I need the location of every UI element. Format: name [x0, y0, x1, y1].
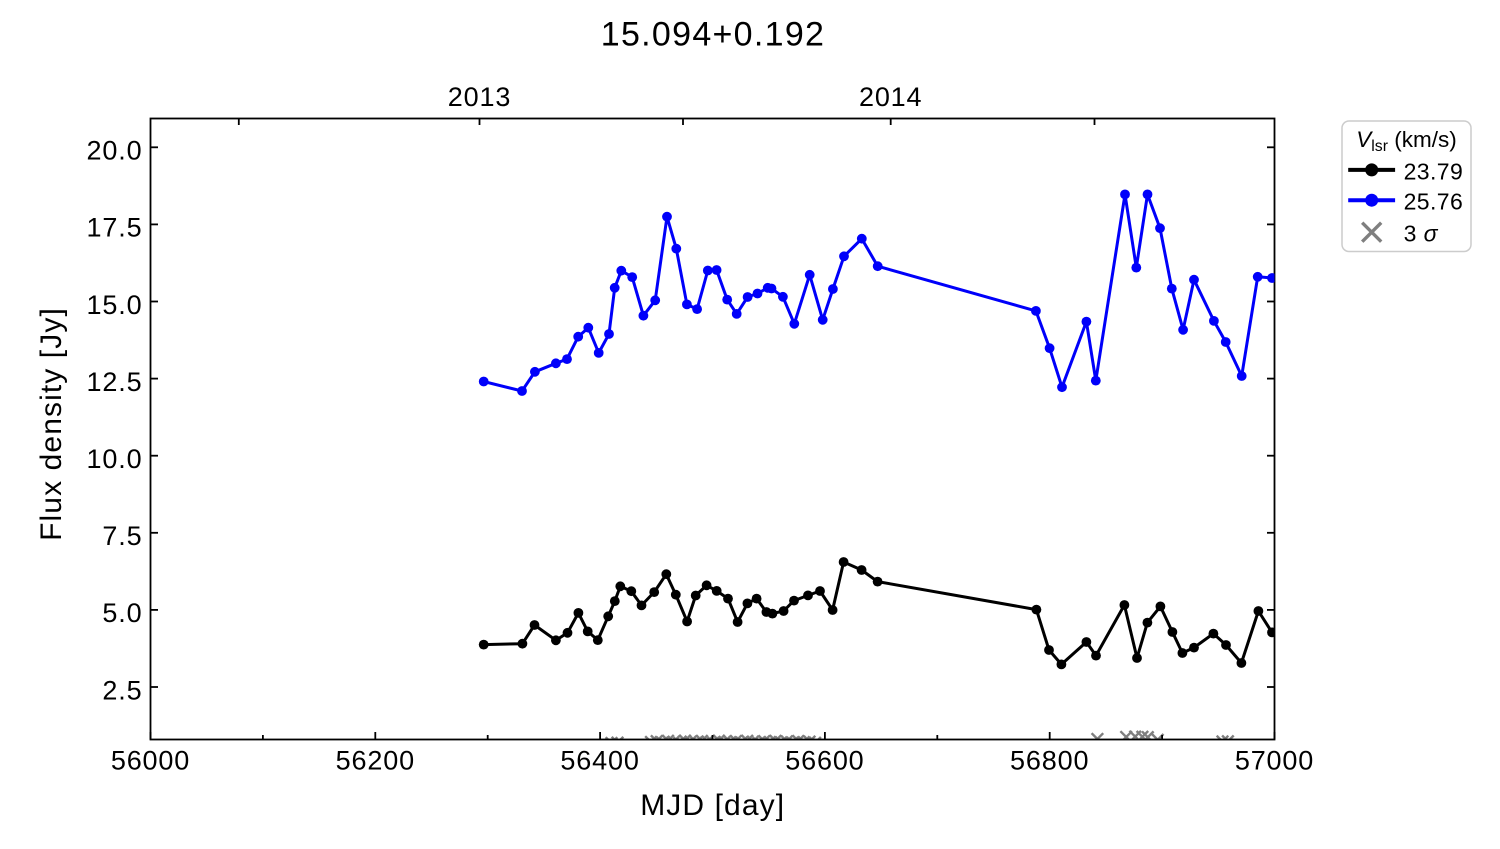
svg-text:56200: 56200 [336, 746, 415, 776]
svg-text:15.0: 15.0 [87, 290, 143, 320]
svg-text:20.0: 20.0 [87, 136, 143, 166]
svg-text:23.79: 23.79 [1404, 158, 1464, 184]
svg-text:10.0: 10.0 [87, 444, 143, 474]
svg-text:7.5: 7.5 [102, 521, 142, 551]
svg-text:56000: 56000 [111, 746, 190, 776]
svg-text:17.5: 17.5 [87, 213, 143, 243]
svg-text:15.094+0.192: 15.094+0.192 [601, 16, 826, 54]
svg-text:2014: 2014 [859, 82, 922, 112]
svg-text:56400: 56400 [560, 746, 639, 776]
svg-text:3 σ: 3 σ [1404, 221, 1439, 247]
svg-text:56600: 56600 [785, 746, 864, 776]
svg-text:25.76: 25.76 [1404, 189, 1464, 215]
svg-text:57000: 57000 [1235, 746, 1314, 776]
svg-text:Vlsr (km/s): Vlsr (km/s) [1356, 127, 1456, 155]
svg-text:5.0: 5.0 [102, 598, 142, 628]
svg-text:2.5: 2.5 [102, 675, 142, 705]
svg-text:Flux density [Jy]: Flux density [Jy] [35, 307, 68, 541]
svg-text:2013: 2013 [448, 82, 511, 112]
svg-text:MJD [day]: MJD [day] [640, 789, 785, 822]
svg-text:12.5: 12.5 [87, 367, 143, 397]
svg-text:56800: 56800 [1010, 746, 1089, 776]
